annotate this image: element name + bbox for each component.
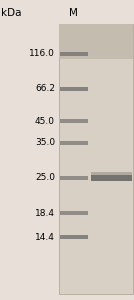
Text: 116.0: 116.0 xyxy=(29,49,55,58)
Text: 45.0: 45.0 xyxy=(35,117,55,126)
Text: 14.4: 14.4 xyxy=(35,233,55,242)
Text: 25.0: 25.0 xyxy=(35,173,55,182)
Bar xyxy=(60,141,88,145)
Bar xyxy=(60,176,88,180)
Bar xyxy=(60,235,88,239)
Bar xyxy=(91,175,132,181)
Text: kDa: kDa xyxy=(1,8,22,17)
Bar xyxy=(59,24,133,59)
Text: M: M xyxy=(69,8,78,17)
Bar xyxy=(60,52,88,56)
Bar xyxy=(91,172,132,175)
Text: 35.0: 35.0 xyxy=(35,138,55,147)
Bar xyxy=(60,87,88,91)
Text: 18.4: 18.4 xyxy=(35,208,55,217)
Bar xyxy=(59,24,133,294)
Bar xyxy=(60,119,88,123)
Bar xyxy=(60,211,88,215)
Text: 66.2: 66.2 xyxy=(35,84,55,93)
